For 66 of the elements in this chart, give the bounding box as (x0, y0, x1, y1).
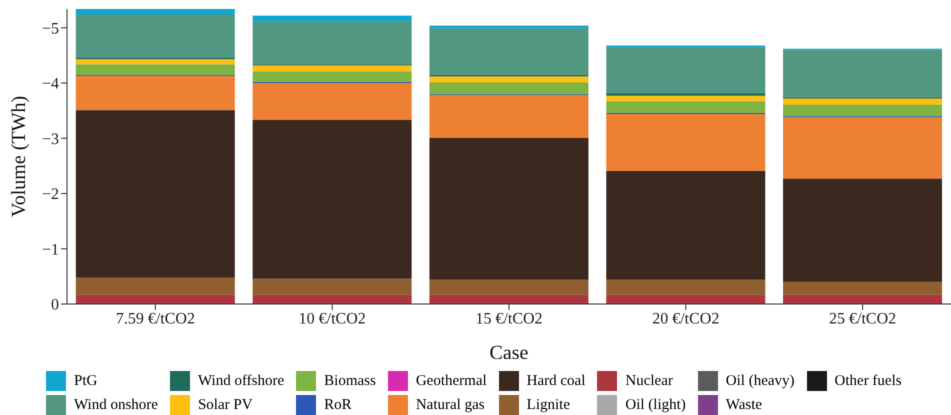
legend-label: RoR (324, 396, 352, 414)
bar (606, 96, 766, 102)
bar (76, 64, 235, 75)
legend-label: Natural gas (416, 396, 485, 414)
bar (429, 95, 588, 138)
bar (783, 282, 942, 295)
x-tick-label: 10 €/tCO2 (298, 310, 366, 328)
y-axis-title: Volume (TWh) (8, 96, 30, 218)
y-tick-label: −3 (42, 130, 59, 148)
bar (429, 76, 588, 82)
bar (76, 294, 235, 304)
bar (76, 59, 235, 64)
legend-label: Waste (726, 396, 762, 414)
x-tick-label: 7.59 €/tCO2 (116, 310, 195, 328)
x-tick-label: 20 €/tCO2 (652, 310, 720, 328)
bar (429, 28, 588, 75)
bar (606, 101, 766, 113)
bar (429, 26, 588, 28)
legend-label: Oil (heavy) (726, 372, 795, 390)
bar (783, 294, 942, 304)
x-axis-title: Case (490, 342, 529, 364)
bar (252, 120, 412, 279)
bar (606, 47, 766, 94)
legend-label: Solar PV (198, 396, 253, 414)
bar (252, 16, 412, 22)
bar (429, 294, 588, 304)
legend-label: PtG (74, 372, 98, 390)
bar (252, 71, 412, 82)
bar (429, 138, 588, 280)
bar (252, 83, 412, 120)
bar (76, 110, 235, 278)
bar (783, 178, 942, 282)
bar (252, 65, 412, 72)
bar (783, 104, 942, 116)
bar (606, 294, 766, 304)
bar (76, 76, 235, 110)
y-tick-label: −4 (42, 76, 59, 93)
bar (783, 98, 942, 105)
y-tick-label: −1 (42, 241, 59, 258)
y-tick-label: −5 (42, 20, 59, 38)
legend-label: Wind offshore (198, 372, 284, 390)
bar (429, 82, 588, 94)
bar (252, 278, 412, 295)
bar (606, 280, 766, 295)
y-tick-label: −2 (42, 186, 59, 204)
legend-label: Wind onshore (74, 396, 158, 414)
legend-label: Lignite (526, 396, 570, 414)
bar (783, 117, 942, 179)
bar (252, 21, 412, 64)
x-tick-label: 25 €/tCO2 (829, 310, 896, 328)
bar (429, 280, 588, 295)
bar (76, 14, 235, 58)
x-tick-label: 15 €/tCO2 (475, 310, 543, 328)
bar (76, 9, 235, 15)
legend-label: Geothermal (416, 372, 487, 390)
legend-label: Oil (light) (625, 396, 686, 414)
bar (783, 50, 942, 98)
legend-label: Hard coal (526, 372, 586, 390)
y-tick-label: 0 (51, 296, 59, 314)
legend-label: Other fuels (834, 372, 902, 390)
bar (76, 277, 235, 295)
bar (606, 114, 766, 171)
bar (606, 170, 766, 280)
bar (252, 294, 412, 304)
legend-label: Biomass (324, 372, 376, 390)
legend-label: Nuclear (625, 372, 673, 390)
